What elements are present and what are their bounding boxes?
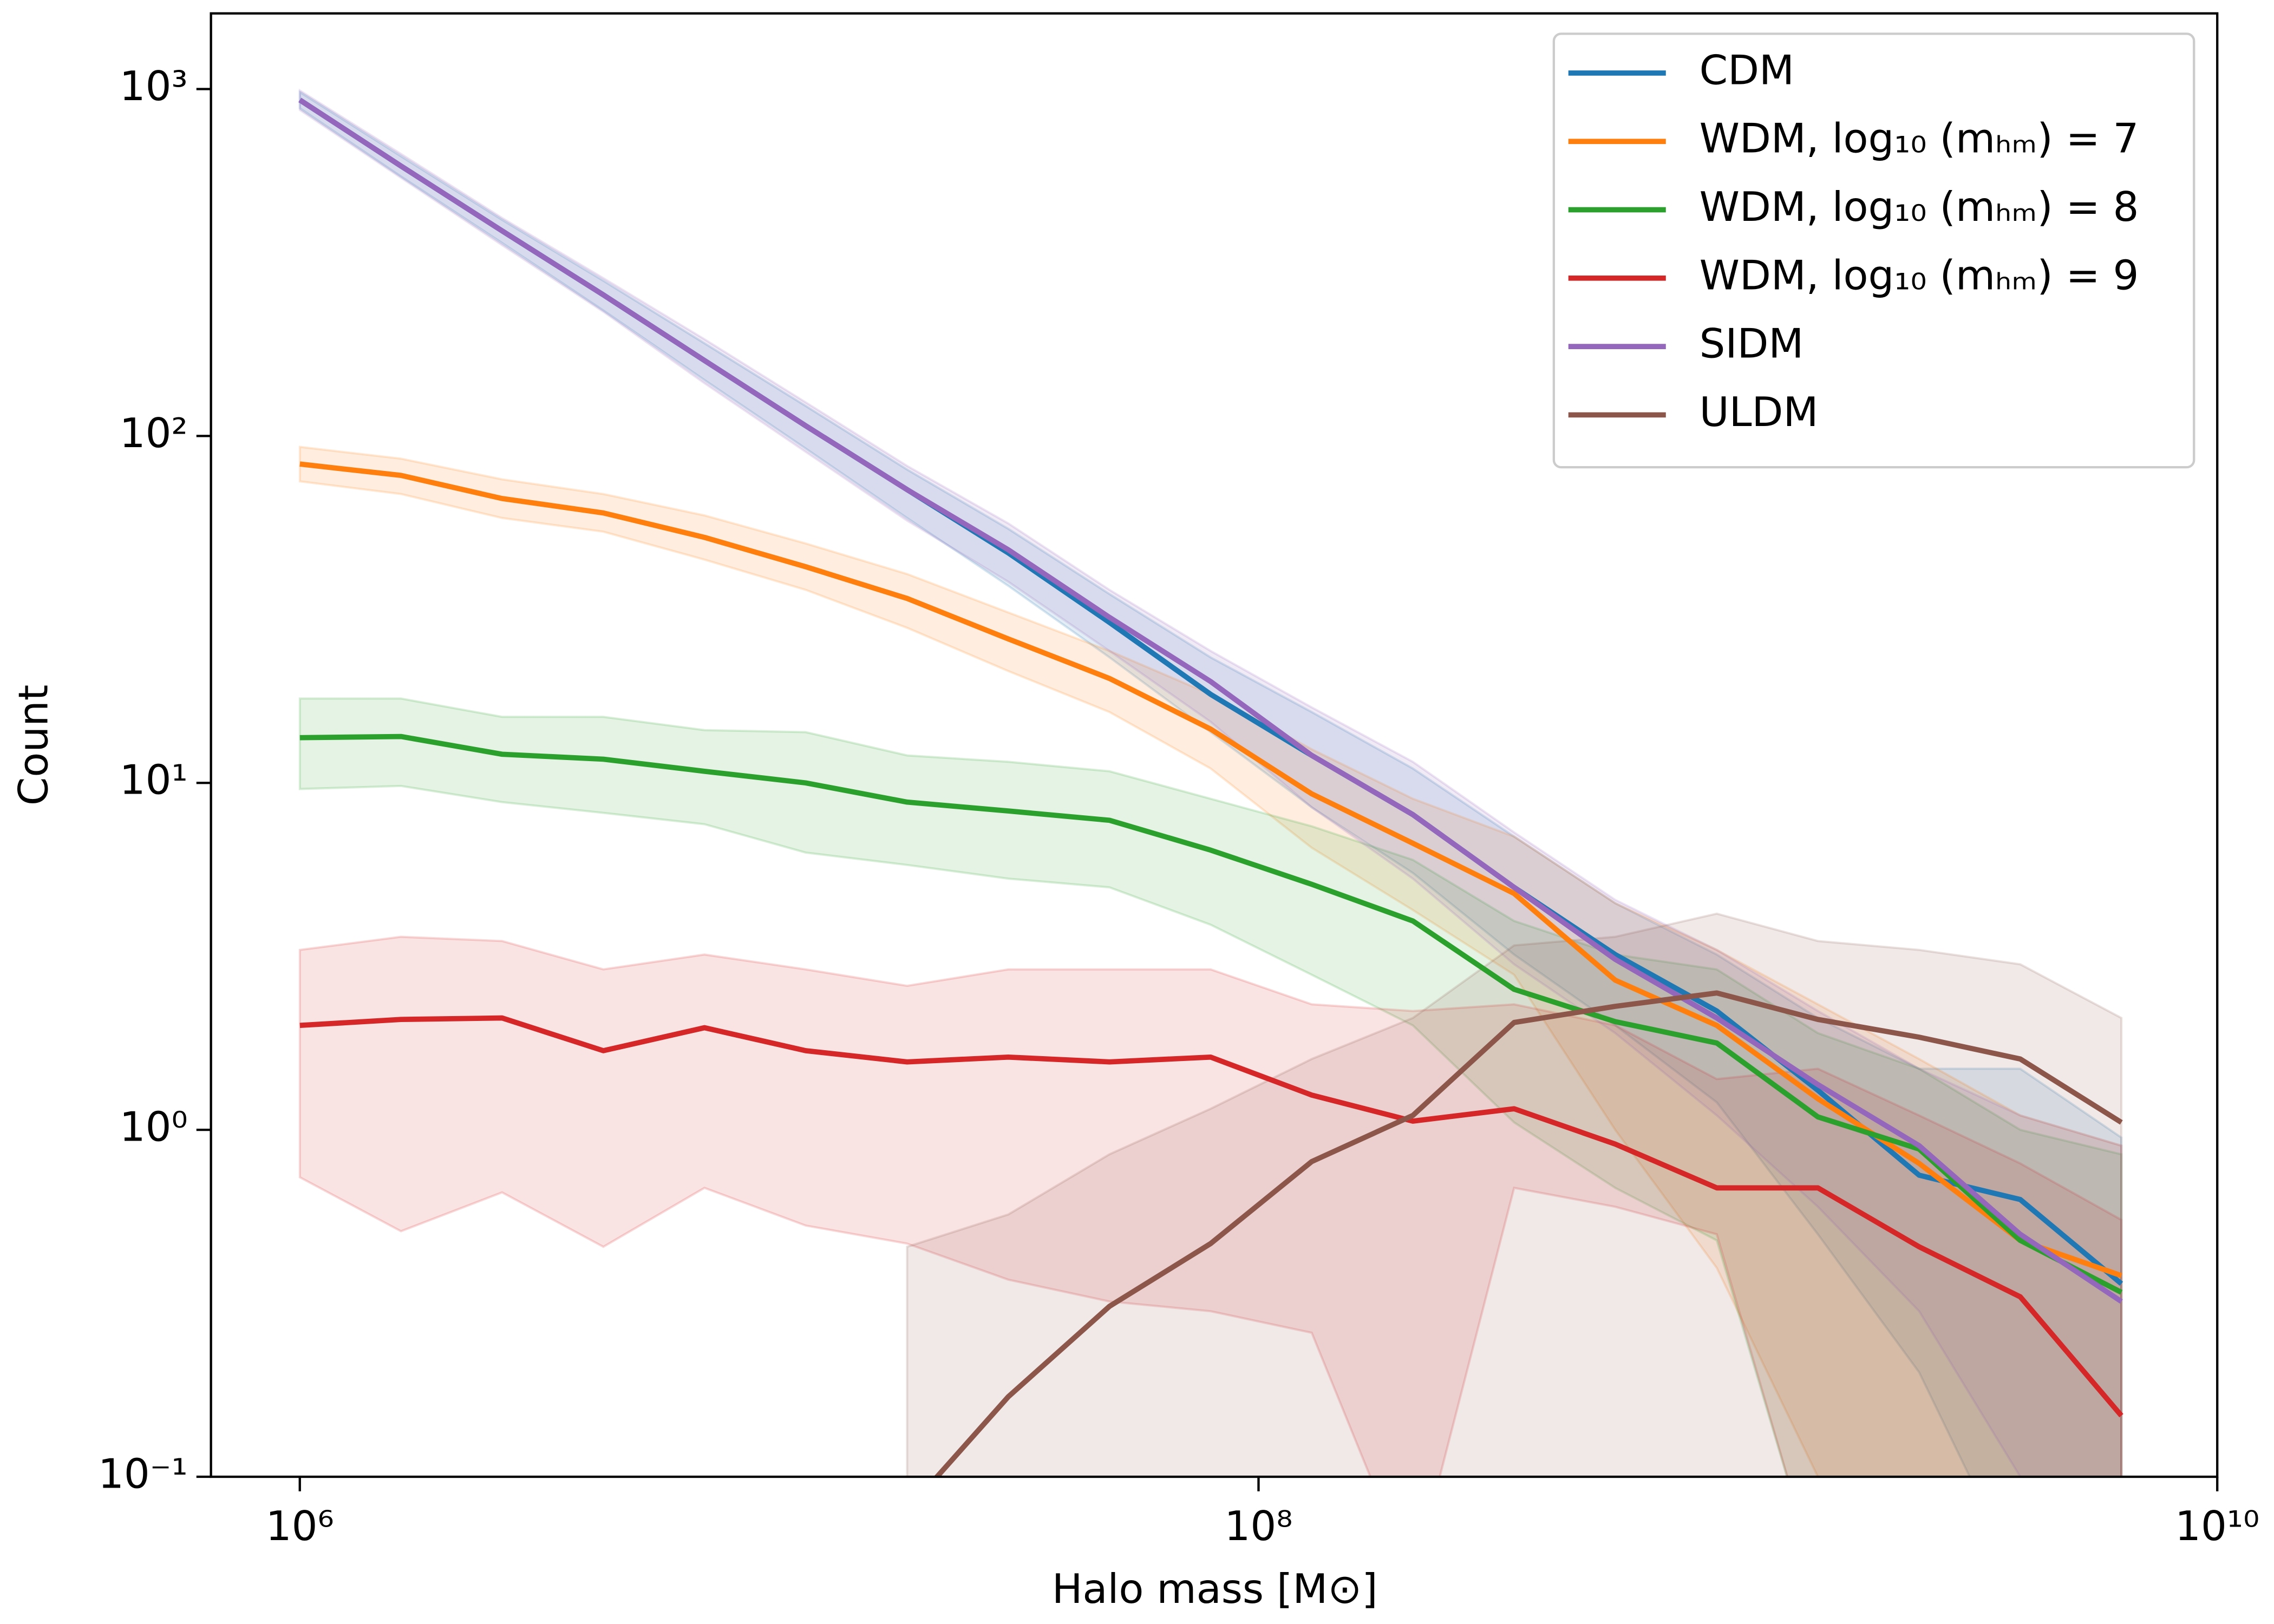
series-line [299,734,2123,1295]
legend-label: WDM, log₁₀ (mₕₘ) = 7 [1700,115,2139,162]
legend-label: WDM, log₁₀ (mₕₘ) = 8 [1700,183,2139,231]
legend-label: ULDM [1700,388,1819,436]
error-band [298,446,2123,1477]
x-tick-label: 10⁶ [266,1502,334,1550]
x-tick-label: 10¹⁰ [2175,1502,2259,1550]
x-axis-label: Halo mass [M⊙] [1052,1565,1378,1613]
bands [298,88,2123,1477]
y-tick-label: 10³ [120,62,188,110]
y-tick-label: 10¹ [120,756,188,804]
error-band [906,912,2123,1477]
legend-label: CDM [1700,46,1794,94]
legend-label: SIDM [1700,320,1804,368]
error-band [298,88,2123,1477]
y-tick-label: 10² [120,409,188,457]
axes: 10⁶ 10⁸ 10¹⁰ 10⁻¹ 10⁰ 10¹ 10² 10³ [98,12,2259,1550]
plot-frame [210,12,2219,1478]
legend-label: WDM, log₁₀ (mₕₘ) = 9 [1700,251,2139,299]
series-line [299,461,2122,1278]
error-band [298,935,2123,1477]
legend: CDM WDM, log₁₀ (mₕₘ) = 7 WDM, log₁₀ (mₕₘ) … [1552,32,2195,469]
error-band [298,697,2123,1477]
series-line [298,97,2123,1304]
y-tick-label: 10⁰ [120,1103,188,1151]
legend-box [1552,32,2195,469]
error-band [298,90,2123,1477]
lines [298,97,2123,1477]
y-tick-label: 10⁻¹ [98,1450,188,1498]
x-tick-label: 10⁸ [1225,1502,1293,1550]
series-line [933,990,2123,1477]
y-axis-label: Count [10,685,57,806]
series-line [299,1015,2123,1418]
